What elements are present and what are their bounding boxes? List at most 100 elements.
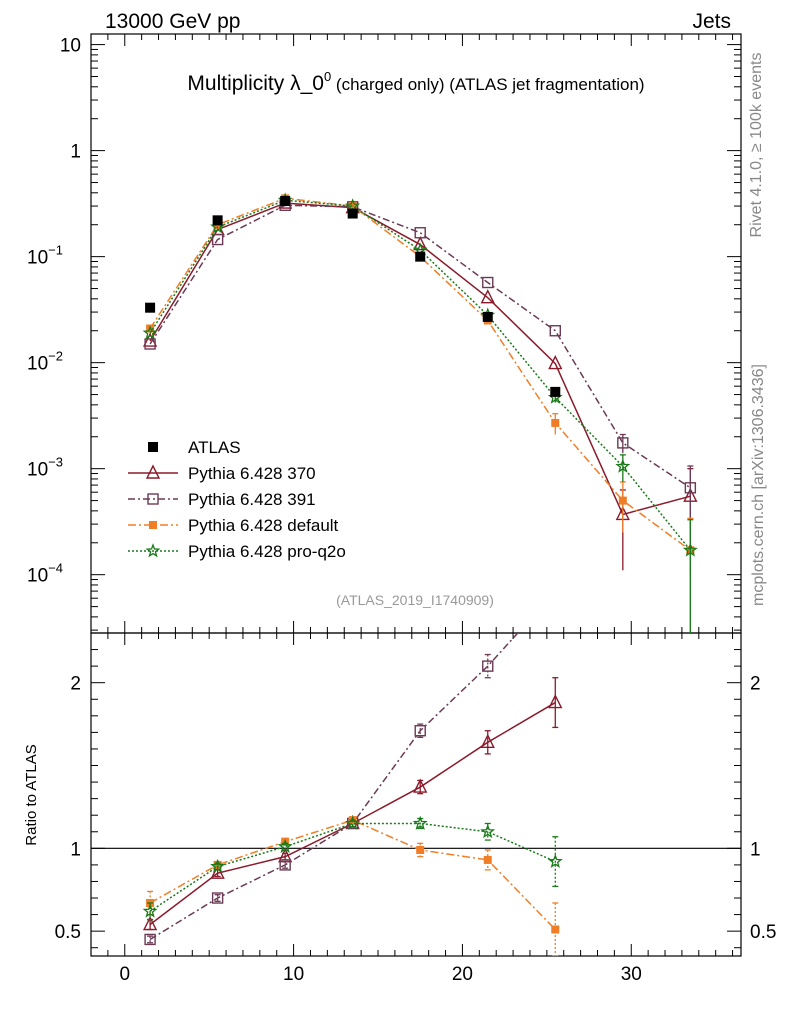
filled-square-marker — [551, 925, 560, 934]
ratio-y-tick-label: 0.5 — [55, 922, 81, 943]
open-square-marker — [414, 227, 426, 239]
header-right-label: Jets — [692, 10, 731, 33]
x-tick-label: 20 — [452, 964, 473, 985]
ratio-series-1 — [144, 587, 560, 946]
triangle-marker — [480, 733, 495, 749]
y-tick-label: 10−4 — [27, 561, 63, 587]
x-tick-label: 0 — [119, 964, 130, 985]
ratio-line — [149, 701, 556, 926]
triangle-marker — [548, 355, 563, 370]
chart-title: Multiplicity λ_00 (charged only) (ATLAS … — [187, 69, 644, 95]
data-marker — [280, 195, 291, 206]
main-plot — [142, 192, 698, 633]
star-marker — [412, 815, 428, 830]
chart-title-rest: (charged only) (ATLAS jet fragmentation) — [331, 75, 644, 94]
triangle-marker — [142, 915, 158, 931]
legend-label: Pythia 6.428 370 — [188, 464, 316, 483]
analysis-label: (ATLAS_2019_I1740909) — [336, 592, 494, 608]
open-square-marker — [550, 587, 560, 597]
ratio-y-tick-label-right: 0.5 — [750, 922, 776, 943]
ratio-line — [149, 819, 556, 931]
legend-label: Pythia 6.428 pro-q2o — [188, 542, 346, 561]
star-marker — [615, 458, 631, 473]
ratio-series-0 — [142, 677, 563, 931]
data-marker — [212, 215, 223, 226]
x-tick-label: 30 — [621, 964, 642, 985]
triangle-marker — [145, 464, 161, 479]
legend-label: Pythia 6.428 default — [188, 516, 339, 535]
open-square-marker — [414, 725, 426, 737]
y-tick-label-base: 10 — [60, 36, 81, 57]
open-square-marker — [617, 437, 629, 449]
open-square-marker — [144, 933, 156, 946]
ratio-frame — [90, 632, 742, 957]
ratio-y-axis-label: Ratio to ATLAS — [23, 744, 40, 845]
data-marker — [148, 442, 158, 452]
open-square-marker — [482, 276, 494, 289]
series-line — [149, 199, 691, 551]
filled-square-marker — [551, 418, 560, 427]
star-marker — [682, 542, 698, 557]
filled-square-marker — [348, 202, 357, 211]
y-tick-label-exp: −3 — [48, 455, 63, 470]
data-marker — [145, 302, 156, 313]
filled-square-marker — [149, 521, 157, 529]
y-tick-label-exp: −2 — [48, 349, 63, 364]
x-tick-label: 10 — [283, 964, 304, 985]
legend-entry-atlas: ATLAS — [148, 438, 241, 457]
y-tick-label-exp: −1 — [48, 243, 63, 258]
filled-square-marker — [416, 845, 425, 854]
ratio-y-tick-label: 1 — [70, 839, 81, 860]
filled-square-marker — [483, 855, 492, 864]
data-marker — [482, 311, 493, 322]
ratio-series-3 — [142, 815, 563, 921]
star-marker — [142, 903, 158, 918]
open-square-marker — [279, 859, 291, 871]
ratio-line — [149, 633, 519, 941]
star-marker — [277, 838, 293, 854]
open-square-marker — [549, 325, 561, 337]
y-tick-label: 10−3 — [27, 455, 63, 481]
open-square-marker — [147, 493, 159, 505]
y-tick-label: 10−2 — [27, 349, 63, 375]
ratio-series-2 — [146, 816, 560, 956]
star-marker — [142, 325, 158, 340]
star-marker — [345, 815, 361, 830]
data-marker — [347, 208, 358, 219]
legend-entry-1: Pythia 6.428 391 — [128, 490, 316, 509]
star-marker — [547, 853, 563, 868]
data-series — [145, 195, 561, 397]
legend-entry-0: Pythia 6.428 370 — [128, 464, 316, 483]
y-tick-label: 10 — [60, 36, 81, 57]
legend-entry-3: Pythia 6.428 pro-q2o — [128, 542, 346, 561]
legend-label: Pythia 6.428 391 — [188, 490, 316, 509]
star-marker — [480, 823, 496, 839]
ratio-y-tick-label-right: 2 — [750, 674, 761, 695]
open-square-marker — [211, 233, 224, 246]
triangle-marker — [413, 235, 428, 251]
y-tick-label-base: 10 — [27, 460, 48, 481]
y-tick-label-base: 10 — [27, 248, 48, 269]
triangle-marker — [413, 778, 428, 793]
chart-title-sup: 0 — [324, 69, 331, 84]
star-marker — [210, 858, 226, 873]
open-square-marker — [211, 892, 224, 904]
filled-square-marker — [618, 496, 627, 505]
legend-entry-2: Pythia 6.428 default — [128, 516, 339, 535]
chart-title-main: Multiplicity λ_0 — [187, 72, 324, 95]
open-square-marker — [684, 482, 697, 494]
ratio-y-tick-label: 2 — [70, 674, 81, 695]
rivet-label: Rivet 4.1.0, ≥ 100k events — [748, 53, 765, 238]
series-3 — [142, 192, 698, 633]
y-tick-label-base: 1 — [70, 142, 81, 163]
y-tick-label-exp: −4 — [48, 561, 63, 576]
triangle-marker — [210, 864, 225, 879]
ratio-line — [149, 822, 556, 912]
header-left-label: 13000 GeV pp — [105, 10, 240, 33]
y-tick-label: 1 — [70, 142, 81, 163]
data-marker — [550, 386, 561, 397]
ratio-y-tick-label-right: 1 — [750, 839, 761, 860]
open-square-marker — [144, 338, 156, 350]
